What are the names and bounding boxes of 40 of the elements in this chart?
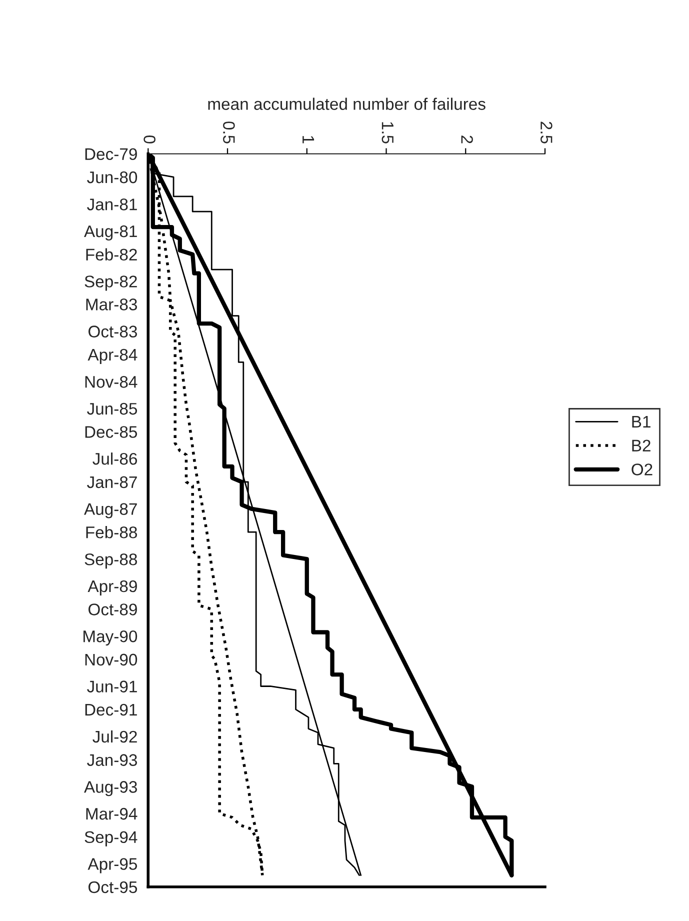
y-tick-label: Mar-94 [86,808,138,820]
x-axis-title: mean accumulated number of failures [208,98,486,110]
y-tick-label: Jan-93 [87,754,137,766]
y-tick-label: Apr-89 [88,580,137,596]
y-tick-label: Jan-87 [87,476,137,488]
y-tick-label: Jun-91 [87,680,137,692]
y-tick-label: Sep-82 [84,276,137,291]
x-tick-label: 2 [461,136,473,144]
y-tick-label: Jan-81 [87,198,137,210]
y-tick-label: Jul-86 [92,452,137,465]
x-tick-label: 1.5 [382,122,394,144]
legend-label: B2 [632,440,650,452]
x-tick-label: 0 [144,135,156,144]
x-tick-label: 2.5 [540,122,552,144]
y-tick-label: Aug-81 [84,225,137,241]
y-tick-label: Aug-93 [84,781,137,796]
y-tick-label: Apr-95 [88,858,138,874]
legend-label: O2 [632,464,652,476]
x-tick-label: 0.5 [223,122,235,144]
y-tick-label: Dec-85 [85,426,138,438]
legend-label: B1 [632,416,650,428]
y-tick-label: Nov-90 [85,654,138,666]
y-tick-label: Jun-85 [87,402,138,415]
y-tick-label: Sep-88 [84,553,137,569]
y-tick-label: Feb-82 [86,248,137,261]
y-tick-label: Jun-80 [87,171,138,184]
y-tick-label: Dec-79 [85,148,137,160]
y-tick-label: Oct-95 [88,881,138,894]
y-tick-label: Aug-87 [84,503,137,518]
y-tick-label: Oct-83 [88,326,137,338]
y-tick-label: Apr-84 [88,348,138,364]
y-tick-label: Sep-94 [84,831,138,846]
y-tick-label: Nov-84 [85,376,138,388]
y-tick-label: Mar-83 [86,298,137,310]
x-tick-label: 1 [302,136,314,144]
y-tick-label: May-90 [84,630,138,646]
y-tick-label: Oct-89 [88,604,137,616]
y-tick-label: Feb-88 [86,526,137,538]
y-tick-label: Dec-91 [85,704,137,716]
y-tick-label: Jul-92 [92,730,137,743]
